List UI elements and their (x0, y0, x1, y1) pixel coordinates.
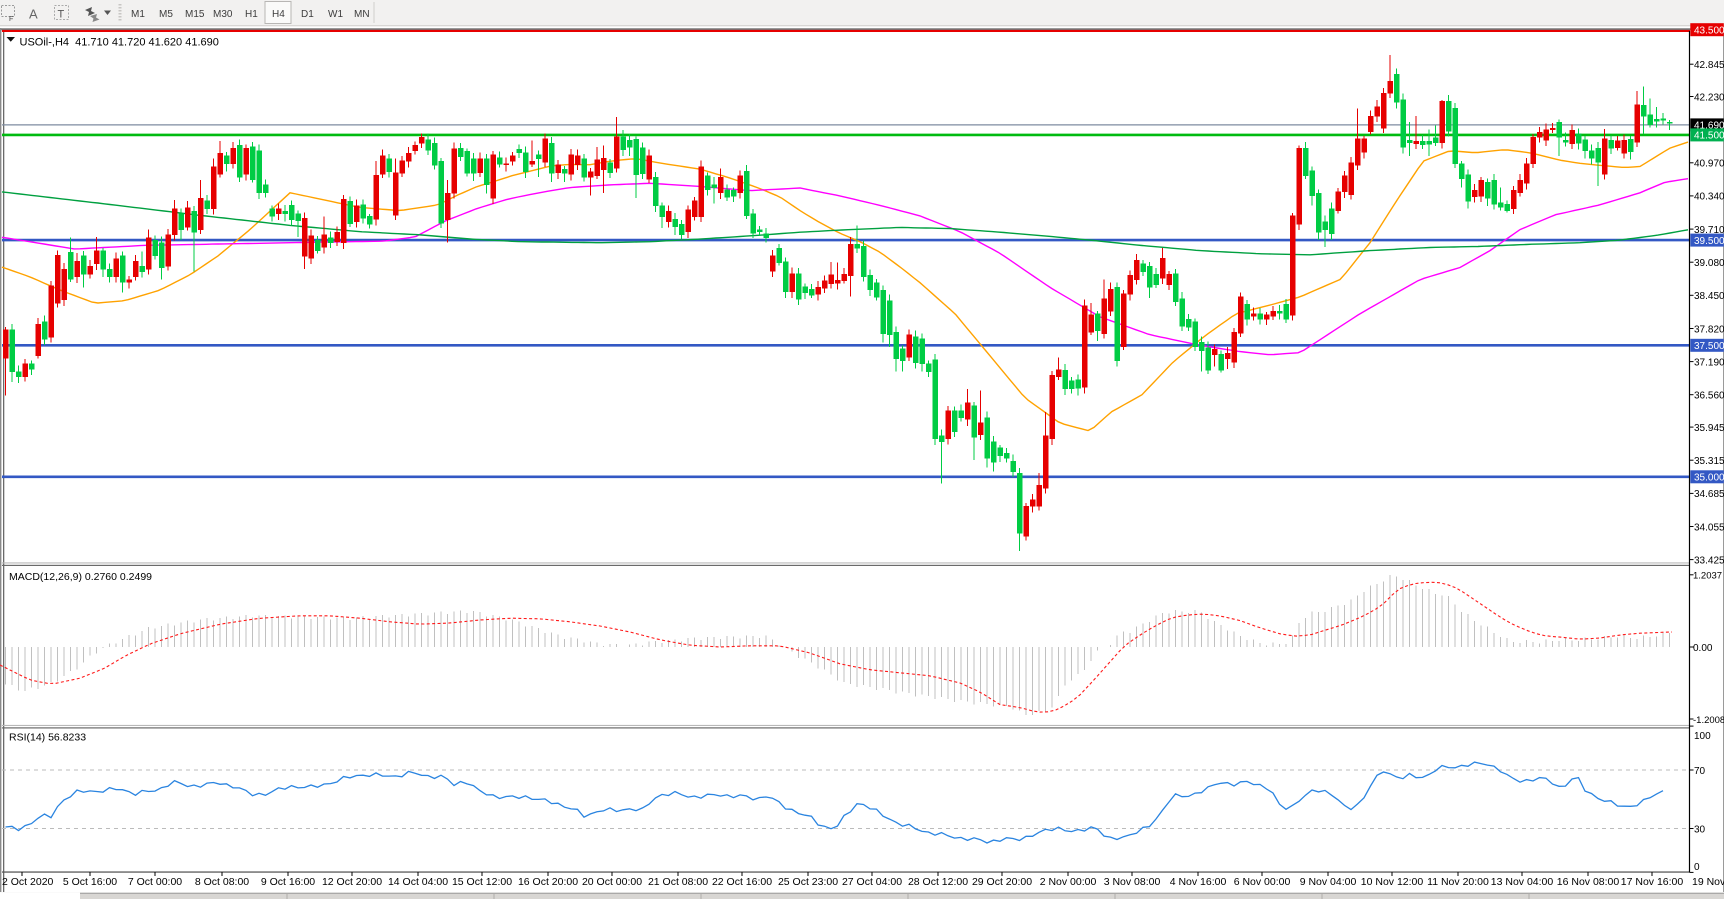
svg-text:10 Nov 12:00: 10 Nov 12:00 (1361, 876, 1424, 888)
svg-text:H4: H4 (272, 9, 285, 20)
svg-text:30: 30 (1694, 824, 1706, 835)
svg-text:38.450: 38.450 (1694, 291, 1724, 302)
svg-text:-1.2008: -1.2008 (1693, 715, 1724, 726)
svg-text:7 Oct 00:00: 7 Oct 00:00 (128, 876, 182, 888)
svg-text:M1: M1 (131, 9, 145, 20)
svg-text:D1: D1 (301, 9, 314, 20)
svg-text:14 Oct 04:00: 14 Oct 04:00 (388, 876, 448, 888)
svg-text:41.690: 41.690 (1694, 121, 1724, 132)
svg-text:42.845: 42.845 (1694, 60, 1724, 71)
svg-text:20 Oct 00:00: 20 Oct 00:00 (582, 876, 642, 888)
svg-text:37.190: 37.190 (1694, 357, 1724, 368)
svg-text:9 Oct 16:00: 9 Oct 16:00 (261, 876, 315, 888)
svg-text:M5: M5 (159, 9, 173, 20)
svg-text:0.00: 0.00 (1693, 643, 1713, 654)
svg-text:6 Nov 00:00: 6 Nov 00:00 (1234, 876, 1291, 888)
svg-text:39.500: 39.500 (1694, 236, 1724, 247)
svg-text:34.055: 34.055 (1694, 522, 1724, 533)
svg-text:RSI(14) 56.8233: RSI(14) 56.8233 (9, 732, 86, 744)
svg-text:100: 100 (1694, 731, 1711, 742)
svg-text:13 Nov 04:00: 13 Nov 04:00 (1491, 876, 1554, 888)
svg-text:36.560: 36.560 (1694, 391, 1724, 402)
svg-text:15 Oct 12:00: 15 Oct 12:00 (452, 876, 512, 888)
svg-text:29 Oct 20:00: 29 Oct 20:00 (972, 876, 1032, 888)
svg-text:3 Nov 08:00: 3 Nov 08:00 (1104, 876, 1161, 888)
svg-text:M30: M30 (213, 9, 233, 20)
svg-text:40.340: 40.340 (1694, 192, 1724, 203)
svg-text:F: F (9, 16, 13, 23)
svg-text:41.500: 41.500 (1694, 131, 1724, 142)
svg-text:2 Oct 2020: 2 Oct 2020 (2, 876, 54, 888)
svg-text:34.685: 34.685 (1694, 489, 1724, 500)
svg-text:1.2037: 1.2037 (1693, 571, 1722, 582)
svg-text:0: 0 (1694, 862, 1700, 873)
svg-text:4 Nov 16:00: 4 Nov 16:00 (1170, 876, 1227, 888)
svg-text:39.080: 39.080 (1694, 258, 1724, 269)
svg-text:5 Oct 16:00: 5 Oct 16:00 (63, 876, 117, 888)
svg-text:16 Nov 08:00: 16 Nov 08:00 (1557, 876, 1620, 888)
svg-text:22 Oct 16:00: 22 Oct 16:00 (712, 876, 772, 888)
svg-text:33.425: 33.425 (1694, 555, 1724, 566)
svg-text:16 Oct 20:00: 16 Oct 20:00 (518, 876, 578, 888)
svg-text:MACD(12,26,9) 0.2760 0.2499: MACD(12,26,9) 0.2760 0.2499 (9, 571, 152, 583)
svg-text:8 Oct 08:00: 8 Oct 08:00 (195, 876, 249, 888)
svg-text:MN: MN (354, 9, 370, 20)
svg-text:37.820: 37.820 (1694, 324, 1724, 335)
svg-text:A: A (29, 7, 38, 22)
svg-text:T: T (58, 9, 65, 21)
svg-text:11 Nov 20:00: 11 Nov 20:00 (1427, 876, 1489, 888)
svg-text:M15: M15 (185, 9, 205, 20)
svg-text:27 Oct 04:00: 27 Oct 04:00 (842, 876, 902, 888)
svg-text:17 Nov 16:00: 17 Nov 16:00 (1621, 876, 1684, 888)
svg-text:28 Oct 12:00: 28 Oct 12:00 (908, 876, 968, 888)
svg-text:37.500: 37.500 (1694, 341, 1724, 352)
svg-text:21 Oct 08:00: 21 Oct 08:00 (648, 876, 708, 888)
svg-text:35.000: 35.000 (1694, 473, 1724, 484)
svg-text:25 Oct 23:00: 25 Oct 23:00 (778, 876, 838, 888)
svg-text:43.500: 43.500 (1694, 26, 1724, 37)
svg-text:40.970: 40.970 (1694, 159, 1724, 170)
svg-text:35.315: 35.315 (1694, 456, 1724, 467)
svg-text:W1: W1 (328, 9, 343, 20)
svg-text:9 Nov 04:00: 9 Nov 04:00 (1300, 876, 1357, 888)
svg-text:USOil-,H4 41.710 41.720 41.62: USOil-,H4 41.710 41.720 41.620 41.690 (20, 37, 219, 49)
svg-text:H1: H1 (245, 9, 258, 20)
svg-text:42.230: 42.230 (1694, 92, 1724, 103)
svg-text:12 Oct 20:00: 12 Oct 20:00 (322, 876, 382, 888)
svg-text:19 Nov 00:00: 19 Nov 00:00 (1692, 876, 1724, 888)
svg-text:70: 70 (1694, 766, 1706, 777)
svg-text:2 Nov 00:00: 2 Nov 00:00 (1040, 876, 1097, 888)
svg-text:35.945: 35.945 (1694, 423, 1724, 434)
svg-text:39.710: 39.710 (1694, 225, 1724, 236)
